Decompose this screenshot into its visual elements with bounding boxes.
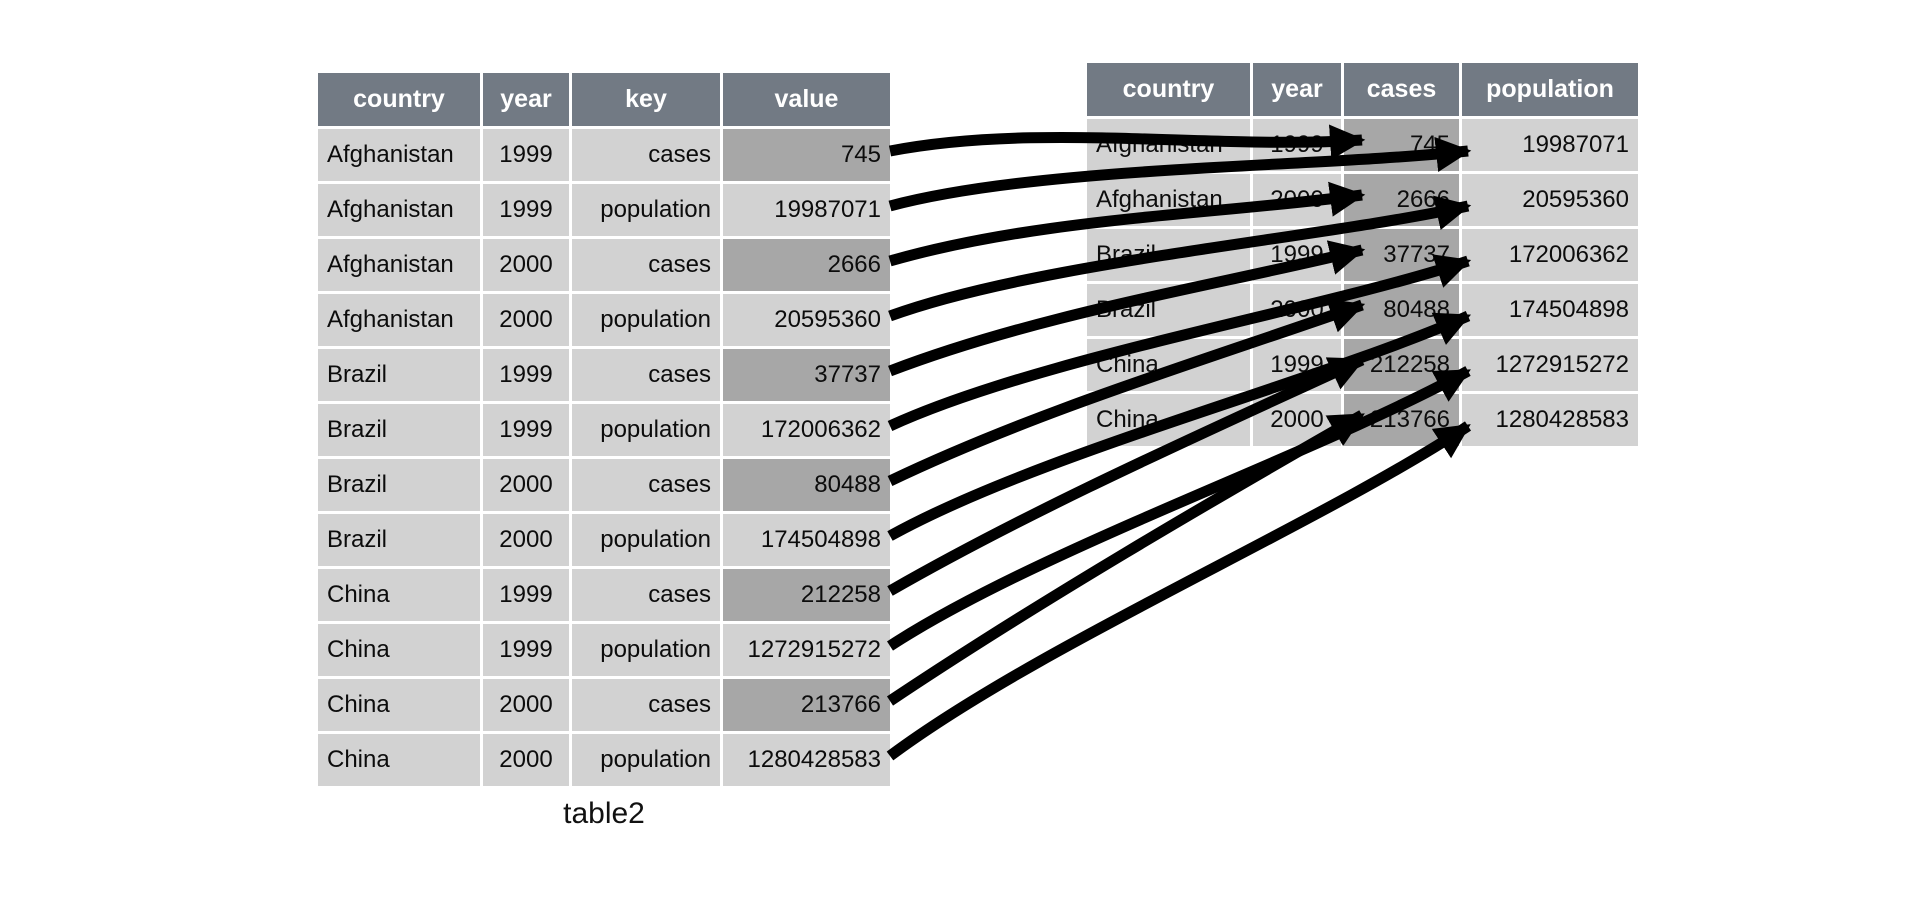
right-header-population: population xyxy=(1462,63,1638,116)
left-cell-value-row-4: 20595360 xyxy=(723,294,890,346)
right-cell-cases-row-5: 212258 xyxy=(1344,339,1459,391)
right-cell-year-row-1: 1999 xyxy=(1253,119,1341,171)
left-header-key: key xyxy=(572,73,720,126)
left-cell-year-row-1: 1999 xyxy=(483,129,569,181)
arrow-left-row-12-to-right-population-row-6 xyxy=(886,421,1472,761)
left-cell-key-row-7: cases xyxy=(572,459,720,511)
arrow-left-row-11-to-right-cases-row-6 xyxy=(886,410,1365,706)
left-cell-key-row-4: population xyxy=(572,294,720,346)
left-cell-key-row-10: population xyxy=(572,624,720,676)
left-cell-value-row-12: 1280428583 xyxy=(723,734,890,786)
left-cell-value-row-11: 213766 xyxy=(723,679,890,731)
right-cell-population-row-5: 1272915272 xyxy=(1462,339,1638,391)
right-cell-cases-row-3: 37737 xyxy=(1344,229,1459,281)
right-cell-country-row-5: China xyxy=(1087,339,1250,391)
left-cell-value-row-10: 1272915272 xyxy=(723,624,890,676)
left-cell-country-row-8: Brazil xyxy=(318,514,480,566)
right-cell-population-row-1: 19987071 xyxy=(1462,119,1638,171)
right-cell-year-row-2: 2000 xyxy=(1253,174,1341,226)
left-cell-key-row-11: cases xyxy=(572,679,720,731)
left-cell-key-row-8: population xyxy=(572,514,720,566)
left-cell-country-row-11: China xyxy=(318,679,480,731)
pivoted-wide-table: country year cases population Afghanista… xyxy=(1087,63,1638,446)
left-cell-key-row-1: cases xyxy=(572,129,720,181)
left-cell-value-row-5: 37737 xyxy=(723,349,890,401)
right-cell-country-row-4: Brazil xyxy=(1087,284,1250,336)
left-cell-country-row-2: Afghanistan xyxy=(318,184,480,236)
left-cell-value-row-6: 172006362 xyxy=(723,404,890,456)
left-cell-year-row-12: 2000 xyxy=(483,734,569,786)
left-cell-country-row-7: Brazil xyxy=(318,459,480,511)
left-cell-country-row-9: China xyxy=(318,569,480,621)
right-cell-year-row-5: 1999 xyxy=(1253,339,1341,391)
right-header-country: country xyxy=(1087,63,1250,116)
right-cell-country-row-6: China xyxy=(1087,394,1250,446)
left-cell-year-row-11: 2000 xyxy=(483,679,569,731)
left-cell-key-row-2: population xyxy=(572,184,720,236)
right-cell-population-row-4: 174504898 xyxy=(1462,284,1638,336)
right-cell-cases-row-1: 745 xyxy=(1344,119,1459,171)
left-cell-value-row-2: 19987071 xyxy=(723,184,890,236)
left-cell-key-row-12: population xyxy=(572,734,720,786)
left-cell-year-row-10: 1999 xyxy=(483,624,569,676)
left-cell-country-row-6: Brazil xyxy=(318,404,480,456)
left-cell-year-row-2: 1999 xyxy=(483,184,569,236)
left-cell-value-row-1: 745 xyxy=(723,129,890,181)
left-cell-country-row-10: China xyxy=(318,624,480,676)
left-cell-key-row-9: cases xyxy=(572,569,720,621)
right-header-cases: cases xyxy=(1344,63,1459,116)
left-cell-year-row-7: 2000 xyxy=(483,459,569,511)
right-cell-country-row-1: Afghanistan xyxy=(1087,119,1250,171)
left-cell-country-row-4: Afghanistan xyxy=(318,294,480,346)
right-cell-country-row-3: Brazil xyxy=(1087,229,1250,281)
left-cell-year-row-8: 2000 xyxy=(483,514,569,566)
right-cell-cases-row-2: 2666 xyxy=(1344,174,1459,226)
left-header-country: country xyxy=(318,73,480,126)
right-cell-cases-row-6: 213766 xyxy=(1344,394,1459,446)
left-cell-country-row-12: China xyxy=(318,734,480,786)
left-cell-year-row-3: 2000 xyxy=(483,239,569,291)
left-cell-year-row-6: 1999 xyxy=(483,404,569,456)
left-cell-value-row-7: 80488 xyxy=(723,459,890,511)
left-cell-key-row-6: population xyxy=(572,404,720,456)
left-cell-value-row-3: 2666 xyxy=(723,239,890,291)
left-header-year: year xyxy=(483,73,569,126)
right-cell-country-row-2: Afghanistan xyxy=(1087,174,1250,226)
left-cell-country-row-3: Afghanistan xyxy=(318,239,480,291)
left-cell-key-row-3: cases xyxy=(572,239,720,291)
left-cell-year-row-5: 1999 xyxy=(483,349,569,401)
right-cell-population-row-3: 172006362 xyxy=(1462,229,1638,281)
table2-long-table: country year key value Afghanistan 1999 ca… xyxy=(318,73,890,786)
right-header-year: year xyxy=(1253,63,1341,116)
left-cell-value-row-9: 212258 xyxy=(723,569,890,621)
left-cell-year-row-9: 1999 xyxy=(483,569,569,621)
right-cell-year-row-6: 2000 xyxy=(1253,394,1341,446)
right-cell-year-row-4: 2000 xyxy=(1253,284,1341,336)
right-cell-cases-row-4: 80488 xyxy=(1344,284,1459,336)
right-cell-population-row-2: 20595360 xyxy=(1462,174,1638,226)
left-header-value: value xyxy=(723,73,890,126)
left-cell-key-row-5: cases xyxy=(572,349,720,401)
right-cell-year-row-3: 1999 xyxy=(1253,229,1341,281)
left-cell-value-row-8: 174504898 xyxy=(723,514,890,566)
left-cell-year-row-4: 2000 xyxy=(483,294,569,346)
left-cell-country-row-5: Brazil xyxy=(318,349,480,401)
left-cell-country-row-1: Afghanistan xyxy=(318,129,480,181)
right-cell-population-row-6: 1280428583 xyxy=(1462,394,1638,446)
table2-caption: table2 xyxy=(563,797,645,830)
